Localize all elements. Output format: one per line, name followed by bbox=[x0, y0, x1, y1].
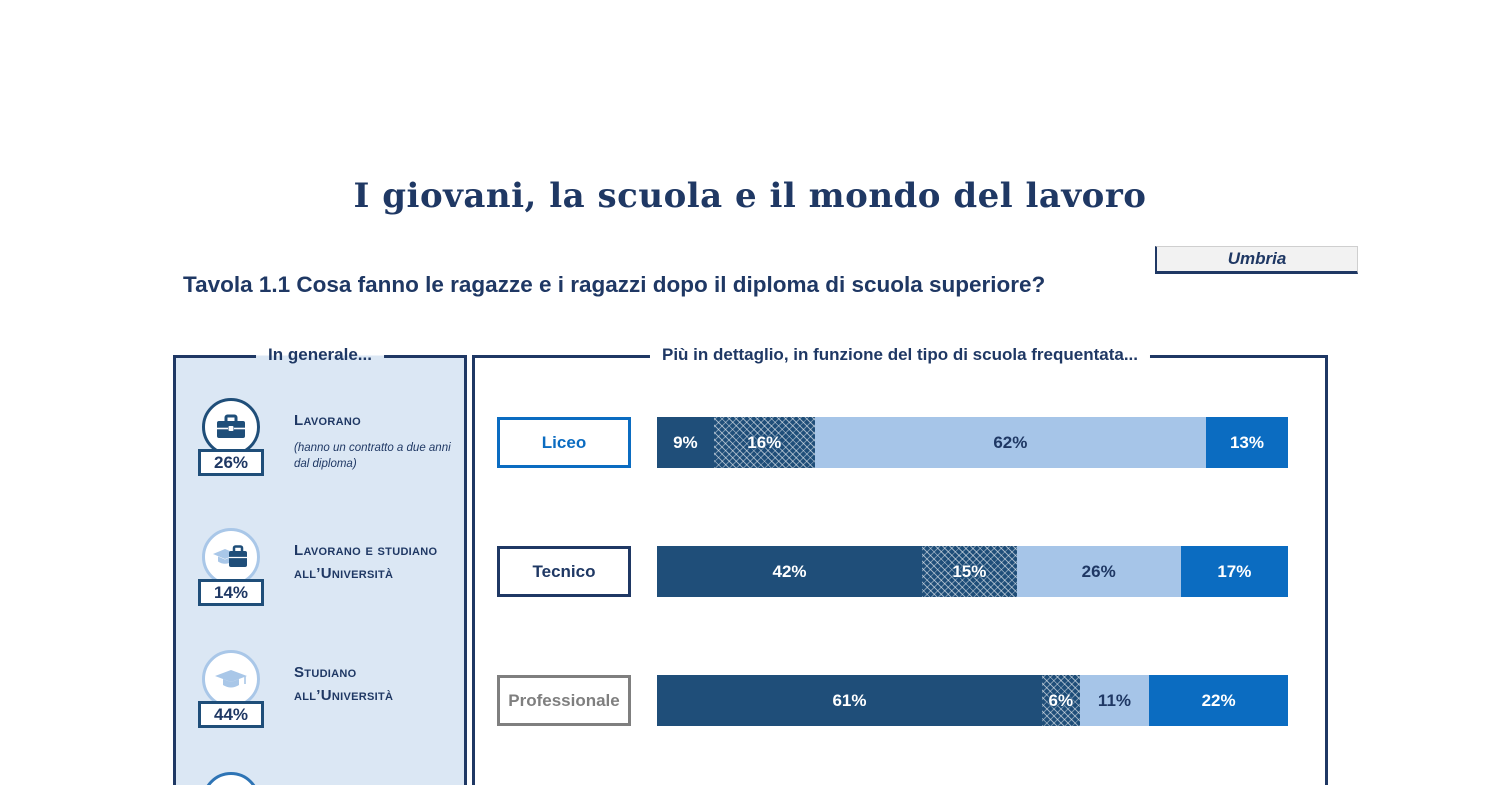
icon-circle bbox=[202, 398, 260, 456]
bar-segment-bright-blue: 13% bbox=[1205, 417, 1288, 468]
item-text: Studiano all’Università bbox=[294, 662, 452, 707]
stacked-bar-tecnico: 42% 15% 26% 17% bbox=[657, 546, 1288, 597]
general-panel-title: In generale... bbox=[256, 345, 384, 365]
bar-segment-hatched: 16% bbox=[713, 417, 815, 468]
icon-circle bbox=[202, 772, 260, 785]
item-text: Lavorano e studiano all’Università bbox=[294, 540, 452, 585]
bar-row-tecnico: Tecnico 42% 15% 26% 17% bbox=[475, 546, 1325, 597]
bar-segment-light-blue: 26% bbox=[1016, 546, 1181, 597]
general-item-studiano: 44% Studiano all’Università bbox=[190, 650, 454, 770]
detail-panel-title: Più in dettaglio, in funzione del tipo d… bbox=[649, 345, 1151, 365]
bar-segment-hatched: 15% bbox=[922, 546, 1017, 597]
bar-segment-solid-dark: 61% bbox=[657, 675, 1042, 726]
general-item-lavorano-studiano: 14% Lavorano e studiano all’Università bbox=[190, 528, 454, 648]
general-item-altro: Altro bbox=[190, 772, 454, 785]
bar-segment-bright-blue: 22% bbox=[1149, 675, 1288, 726]
general-panel: In generale... 26% Lavorano (hanno un co… bbox=[173, 345, 467, 785]
detail-panel: Più in dettaglio, in funzione del tipo d… bbox=[472, 345, 1328, 785]
item-note: (hanno un contratto a due anni dal diplo… bbox=[294, 441, 451, 470]
bar-segment-light-blue: 11% bbox=[1079, 675, 1150, 726]
value-badge: 14% bbox=[198, 579, 264, 606]
item-text: Lavorano (hanno un contratto a due anni … bbox=[294, 410, 452, 472]
region-tab[interactable]: Umbria bbox=[1155, 246, 1358, 274]
item-label: Lavorano bbox=[294, 412, 361, 429]
briefcase-icon bbox=[217, 414, 245, 438]
bar-row-liceo: Liceo 9% 16% 62% 13% bbox=[475, 417, 1325, 468]
icon-stack: 14% bbox=[198, 528, 264, 606]
bar-segment-solid-dark: 42% bbox=[657, 546, 923, 597]
page-title: I giovani, la scuola e il mondo del lavo… bbox=[353, 176, 1147, 216]
region-tab-label: Umbria bbox=[1227, 249, 1287, 268]
item-label: Studiano all’Università bbox=[294, 664, 394, 704]
bar-segment-bright-blue: 17% bbox=[1180, 546, 1288, 597]
item-label: Lavorano e studiano all’Università bbox=[294, 542, 438, 582]
briefcase-and-gradcap-icon bbox=[213, 545, 247, 567]
icon-stack bbox=[198, 772, 264, 785]
bar-row-professionale: Professionale 61% 6% 11% 22% bbox=[475, 675, 1325, 726]
icon-circle bbox=[202, 528, 260, 586]
icon-circle bbox=[202, 650, 260, 708]
table-title: Tavola 1.1 Cosa fanno le ragazze e i rag… bbox=[183, 272, 1046, 297]
gradcap-icon bbox=[215, 670, 247, 688]
row-label-liceo: Liceo bbox=[497, 417, 631, 468]
value-badge: 26% bbox=[198, 449, 264, 476]
icon-stack: 26% bbox=[198, 398, 264, 476]
stacked-bar-professionale: 61% 6% 11% 22% bbox=[657, 675, 1288, 726]
row-label-professionale: Professionale bbox=[497, 675, 631, 726]
bar-segment-solid-dark: 9% bbox=[657, 417, 714, 468]
general-item-lavorano: 26% Lavorano (hanno un contratto a due a… bbox=[190, 398, 454, 518]
stacked-bar-liceo: 9% 16% 62% 13% bbox=[657, 417, 1288, 468]
icon-stack: 44% bbox=[198, 650, 264, 728]
row-label-tecnico: Tecnico bbox=[497, 546, 631, 597]
bar-segment-light-blue: 62% bbox=[814, 417, 1206, 468]
bar-segment-hatched: 6% bbox=[1041, 675, 1080, 726]
value-badge: 44% bbox=[198, 701, 264, 728]
